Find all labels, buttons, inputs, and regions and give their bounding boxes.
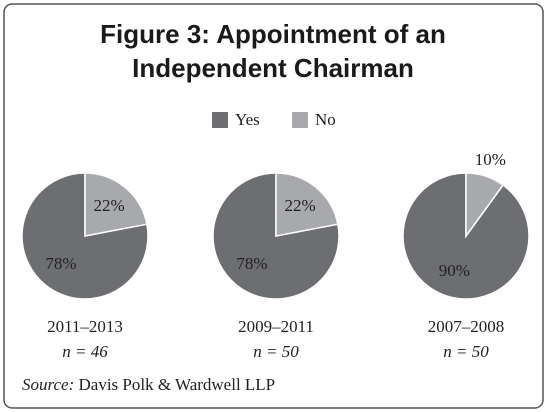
pie-slice <box>465 172 505 239</box>
data-label: 22% <box>285 196 316 215</box>
pie-subtitle: n = 46 <box>62 342 108 361</box>
pie-title: 2007–2008 <box>428 317 505 336</box>
pie-subtitle: n = 50 <box>253 342 299 361</box>
legend-label: Yes <box>235 110 260 129</box>
data-label: 78% <box>236 254 267 273</box>
pie-subtitle: n = 50 <box>443 342 489 361</box>
pie-title: 2011–2013 <box>47 317 123 336</box>
legend-label: No <box>315 110 336 129</box>
pie-slice <box>275 172 339 237</box>
data-label: 78% <box>45 254 76 273</box>
source-label: Source: <box>22 375 74 394</box>
source: Source: Davis Polk & Wardwell LLP <box>22 375 275 394</box>
data-label: 10% <box>475 150 506 169</box>
legend-swatch <box>212 112 228 128</box>
chart-title: Figure 3: Appointment of an <box>100 19 446 49</box>
source-text: Davis Polk & Wardwell LLP <box>79 375 276 394</box>
pie-slice <box>84 172 148 237</box>
chart-title: Independent Chairman <box>132 53 414 83</box>
data-label: 22% <box>94 196 125 215</box>
legend-swatch <box>292 112 308 128</box>
pie-title: 2009–2011 <box>238 317 314 336</box>
data-label: 90% <box>439 261 470 280</box>
